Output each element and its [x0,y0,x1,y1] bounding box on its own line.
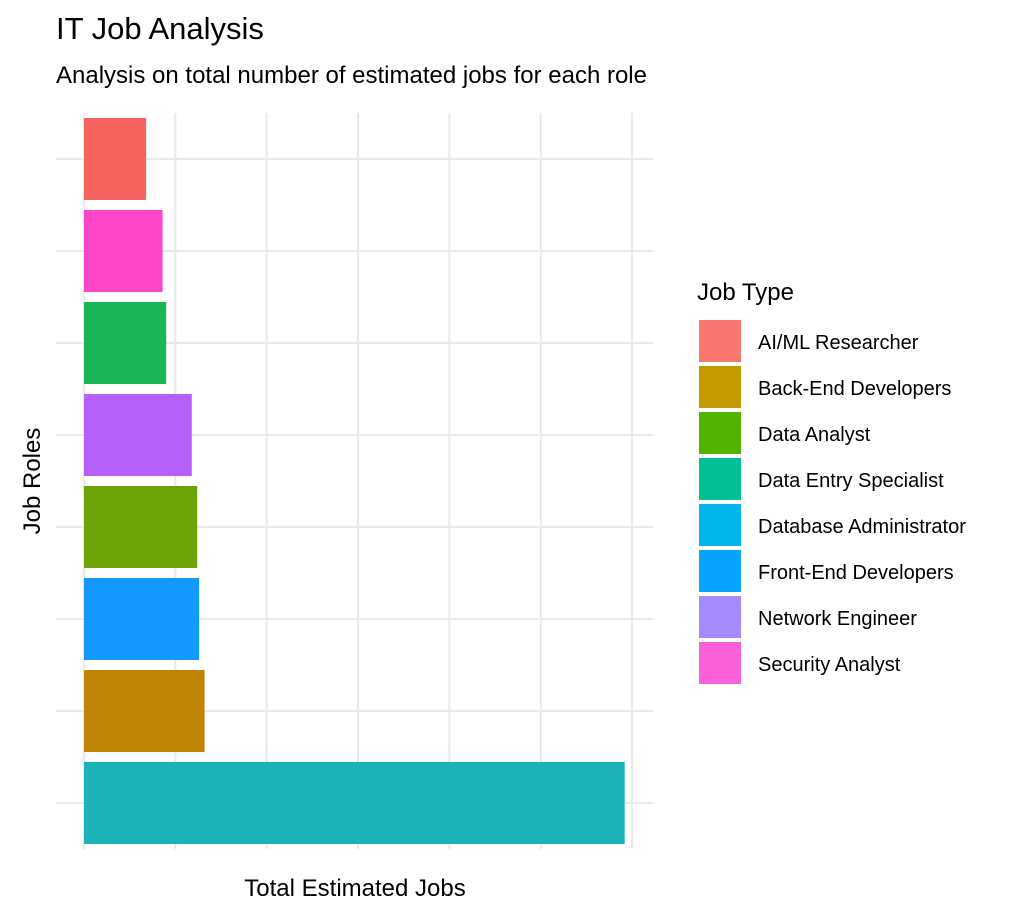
legend-swatch [699,642,741,684]
y-axis-label: Job Roles [19,428,46,535]
legend-label: Back-End Developers [758,378,951,400]
x-axis-label: Total Estimated Jobs [244,875,465,902]
legend-swatch [699,320,741,362]
legend-swatch [699,504,741,546]
chart-subtitle: Analysis on total number of estimated jo… [56,62,647,89]
legend-label: Data Entry Specialist [758,470,944,492]
bar-security-analyst [84,210,163,292]
legend-swatch [699,366,741,408]
legend-title: Job Type [697,279,794,306]
plot-panel [56,113,653,849]
legend-label: Database Administrator [758,516,966,538]
legend-label: Network Engineer [758,608,917,630]
legend-label: Security Analyst [758,654,901,676]
legend-swatch [699,596,741,638]
legend-swatch [699,412,741,454]
legend-swatch [699,550,741,592]
bars [84,118,625,844]
chart-title: IT Job Analysis [56,11,264,46]
legend-swatch [699,458,741,500]
legend: Job Type AI/ML Researcher Back-End Develo… [697,279,966,684]
bar-database-administrator [84,762,625,844]
legend-label: Data Analyst [758,424,871,446]
bar-front-end-developers [84,578,200,660]
bar-data-analyst [84,486,198,568]
bar-network-engineer [84,394,192,476]
legend-label: AI/ML Researcher [758,332,919,354]
bar-data-entry-specialist [84,302,167,384]
legend-label: Front-End Developers [758,562,954,584]
bar-back-end-developers [84,670,205,752]
bar-ai-ml-researcher [84,118,147,200]
legend-items: AI/ML Researcher Back-End Developers Data … [699,320,966,684]
